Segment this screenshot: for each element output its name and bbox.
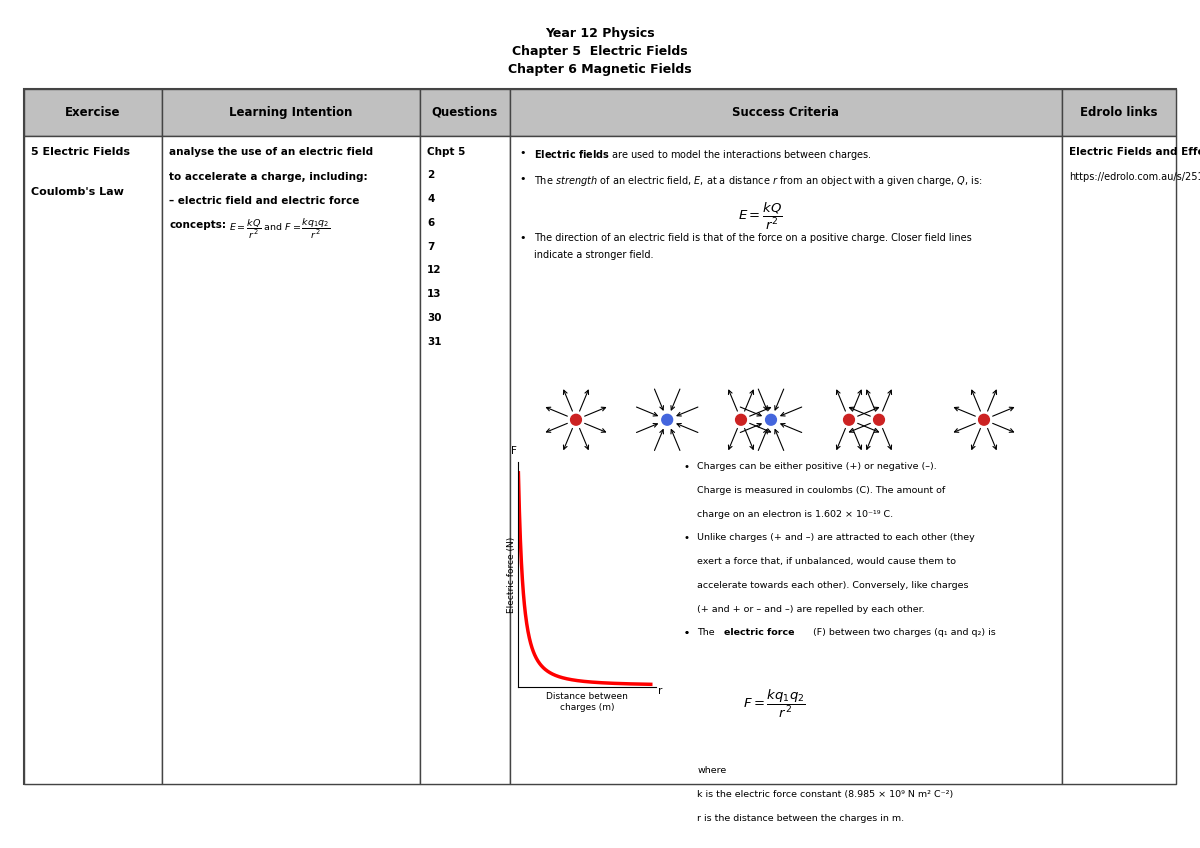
X-axis label: Distance between
charges (m): Distance between charges (m) (546, 693, 629, 711)
Text: •: • (684, 628, 690, 639)
Text: 5 Electric Fields: 5 Electric Fields (31, 147, 130, 157)
Circle shape (571, 415, 581, 425)
Text: analyse the use of an electric field: analyse the use of an electric field (169, 147, 373, 157)
Circle shape (736, 415, 746, 425)
Text: •: • (684, 533, 690, 544)
Text: Questions: Questions (432, 106, 498, 119)
Text: 4: 4 (427, 194, 434, 204)
Text: 12: 12 (427, 265, 442, 276)
Text: Learning Intention: Learning Intention (229, 106, 353, 119)
Text: Exercise: Exercise (65, 106, 121, 119)
Bar (162, 89, 420, 136)
Text: Success Criteria: Success Criteria (732, 106, 840, 119)
Text: The: The (697, 628, 718, 638)
Bar (420, 89, 510, 136)
Bar (24, 136, 162, 784)
Bar (24, 89, 162, 136)
Text: electric force: electric force (724, 628, 794, 638)
Text: to accelerate a charge, including:: to accelerate a charge, including: (169, 172, 368, 182)
Text: 6: 6 (427, 218, 434, 228)
Text: 2: 2 (427, 170, 434, 181)
Circle shape (979, 415, 989, 425)
Bar (510, 89, 1062, 136)
Text: 30: 30 (427, 313, 442, 323)
Text: •: • (684, 462, 690, 472)
Text: exert a force that, if unbalanced, would cause them to: exert a force that, if unbalanced, would… (697, 557, 956, 566)
Text: r is the distance between the charges in m.: r is the distance between the charges in… (697, 813, 905, 823)
Text: Year 12 Physics: Year 12 Physics (545, 27, 655, 40)
Bar (1062, 136, 1176, 784)
Circle shape (766, 415, 776, 425)
Bar (510, 136, 1062, 784)
Text: concepts:: concepts: (169, 220, 227, 230)
Text: r: r (658, 686, 662, 696)
Bar (420, 136, 510, 784)
Text: •: • (684, 628, 690, 639)
Text: indicate a stronger field.: indicate a stronger field. (534, 250, 654, 260)
Text: F: F (511, 446, 517, 455)
Text: $\mathbf{Electric\ fields}$ are used to model the interactions between charges.: $\mathbf{Electric\ fields}$ are used to … (534, 148, 871, 163)
Text: Unlike charges (+ and –) are attracted to each other (they: Unlike charges (+ and –) are attracted t… (697, 533, 974, 543)
Text: 13: 13 (427, 289, 442, 299)
Text: •: • (520, 148, 526, 159)
Text: The $\mathit{strength}$ of an electric field, $E$, at a distance $r$ from an obj: The $\mathit{strength}$ of an electric f… (534, 174, 983, 188)
Text: Electric Fields and Effects: Electric Fields and Effects (1069, 147, 1200, 157)
Text: $E = \dfrac{kQ}{r^2}$: $E = \dfrac{kQ}{r^2}$ (738, 201, 782, 232)
Text: https://edrolo.com.au/s/251029/: https://edrolo.com.au/s/251029/ (1069, 172, 1200, 182)
Y-axis label: Electric force (N): Electric force (N) (506, 537, 516, 612)
Text: Charge is measured in coulombs (C). The amount of: Charge is measured in coulombs (C). The … (697, 486, 946, 495)
Text: Charges can be either positive (+) or negative (–).: Charges can be either positive (+) or ne… (697, 462, 937, 471)
Bar (162, 136, 420, 784)
Bar (1062, 89, 1176, 136)
Text: •: • (520, 174, 526, 184)
Text: 31: 31 (427, 337, 442, 347)
Text: Coulomb's Law: Coulomb's Law (31, 187, 124, 197)
Circle shape (874, 415, 884, 425)
Bar (24, 89, 1176, 784)
Circle shape (662, 415, 673, 425)
Circle shape (844, 415, 854, 425)
Text: where: where (697, 766, 726, 775)
Text: Chapter 5  Electric Fields: Chapter 5 Electric Fields (512, 45, 688, 58)
Text: 7: 7 (427, 242, 434, 252)
Text: Chpt 5: Chpt 5 (427, 147, 466, 157)
Text: – electric field and electric force: – electric field and electric force (169, 196, 360, 206)
Text: (+ and + or – and –) are repelled by each other.: (+ and + or – and –) are repelled by eac… (697, 605, 925, 614)
Text: Chapter 6 Magnetic Fields: Chapter 6 Magnetic Fields (508, 63, 692, 75)
Text: charge on an electron is 1.602 × 10⁻¹⁹ C.: charge on an electron is 1.602 × 10⁻¹⁹ C… (697, 510, 893, 519)
Text: The direction of an electric field is that of the force on a positive charge. Cl: The direction of an electric field is th… (534, 233, 972, 243)
Text: $E=\dfrac{kQ}{r^2}$ and $F=\dfrac{kq_1 q_2}{r^2}$: $E=\dfrac{kQ}{r^2}$ and $F=\dfrac{kq_1 q… (229, 216, 330, 241)
Text: •: • (520, 233, 526, 243)
Text: Edrolo links: Edrolo links (1080, 106, 1158, 119)
Text: (F) between two charges (q₁ and q₂) is: (F) between two charges (q₁ and q₂) is (810, 628, 996, 638)
Text: k is the electric force constant (8.985 × 10⁹ N m² C⁻²): k is the electric force constant (8.985 … (697, 789, 954, 799)
Text: $F = \dfrac{kq_1 q_2}{r^2}$: $F = \dfrac{kq_1 q_2}{r^2}$ (743, 688, 805, 720)
Text: accelerate towards each other). Conversely, like charges: accelerate towards each other). Converse… (697, 581, 968, 590)
